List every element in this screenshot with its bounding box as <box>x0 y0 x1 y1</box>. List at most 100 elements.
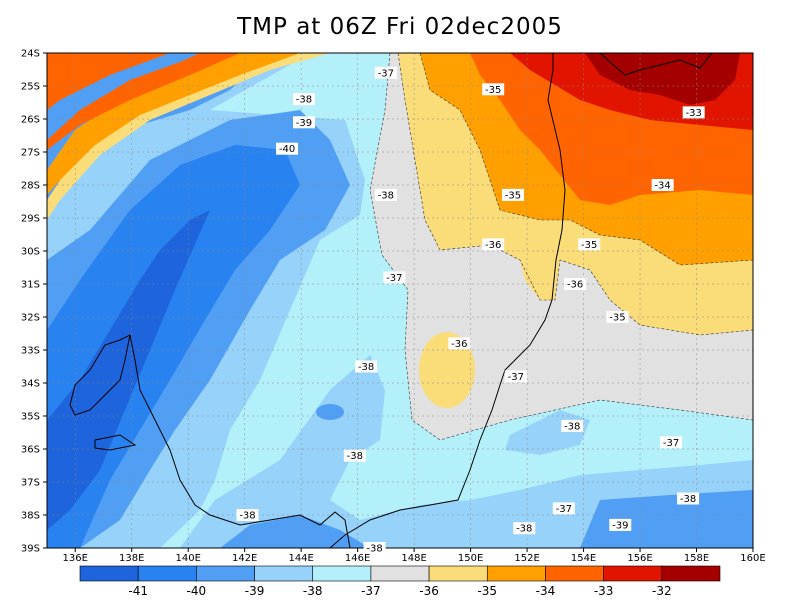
lon-tick-label: 144E <box>288 553 313 564</box>
lat-tick-label: 35S <box>21 412 40 423</box>
colorbar-label: -39 <box>245 584 265 598</box>
lon-tick-label: 152E <box>514 553 539 564</box>
lat-tick-label: 27S <box>21 148 40 159</box>
lat-tick-label: 32S <box>21 313 40 324</box>
colorbar-label: -35 <box>477 584 497 598</box>
lat-tick-label: 26S <box>21 115 40 126</box>
contour-label: -35 <box>485 85 501 96</box>
lon-tick-label: 148E <box>401 553 426 564</box>
colorbar-label: -41 <box>128 584 148 598</box>
contour-label: -38 <box>378 190 394 201</box>
blob-blue-small <box>316 404 344 420</box>
contour-label: -35 <box>505 190 521 201</box>
axis-labels: 24S 25S 26S 27S 28S 29S 30S 31S 32S 33S 34S 35S 36S 3… <box>21 49 766 565</box>
colorbar-label: -40 <box>187 584 207 598</box>
contour-label-bg <box>552 502 575 515</box>
contour-label: -35 <box>609 313 625 324</box>
colorbar-swatch <box>603 565 663 582</box>
contour-label-bg <box>292 93 315 106</box>
lon-tick-label: 138E <box>119 553 144 564</box>
lon-tick-label: 140E <box>175 553 200 564</box>
band-red-orange-west <box>47 53 240 150</box>
map-frame <box>46 52 754 549</box>
contour-label-bg <box>383 271 406 284</box>
band-medium-blue <box>47 145 300 548</box>
lon-tick-label: 160E <box>740 553 765 564</box>
band-blue-south <box>220 490 753 548</box>
lon-tick-label: 158E <box>684 553 709 564</box>
lat-tick-label: 25S <box>21 82 40 93</box>
colorbar-label: -38 <box>303 584 323 598</box>
contour-label: -39 <box>296 118 312 129</box>
contour-label-bg <box>482 83 505 96</box>
colorbar-swatch <box>312 565 372 582</box>
contour-label: -37 <box>556 504 572 515</box>
contour-label: -38 <box>296 95 312 106</box>
contour-label: -37 <box>378 68 394 79</box>
contour-label: -38 <box>347 451 363 462</box>
lon-tick-label: 156E <box>627 553 652 564</box>
colorbar-swatch <box>661 565 721 582</box>
contour-label: -38 <box>680 494 696 505</box>
contour-label-bg <box>374 66 397 79</box>
lon-tick-label: 150E <box>458 553 483 564</box>
contour-label-bg <box>578 238 601 251</box>
lon-tick-label: 146E <box>345 553 370 564</box>
contour-label-bg <box>374 188 397 201</box>
lon-tick-label: 142E <box>232 553 257 564</box>
colorbar-swatch <box>486 565 546 582</box>
contour-label: -37 <box>508 372 524 383</box>
blob-yellow <box>419 332 475 408</box>
contour-label-bg <box>292 116 315 129</box>
contour-label: -38 <box>366 544 382 555</box>
filled-contours <box>47 53 753 548</box>
map-title: TMP at 06Z Fri 02dec2005 <box>237 14 563 40</box>
contour-label-bg <box>482 238 505 251</box>
lon-tick-label: 154E <box>571 553 596 564</box>
contour-label: -37 <box>386 273 402 284</box>
contour-label: -36 <box>485 240 501 251</box>
lat-tick-label: 34S <box>21 379 40 390</box>
contour-label-bg <box>606 311 629 323</box>
contour-label-bg <box>609 518 632 531</box>
contour-lines <box>369 53 753 441</box>
contour-label-bg <box>660 436 683 449</box>
contour-labels: -37 -35 -38 -39 -40 -33 -38 -35 -34 -36 -35 -37 -36 -… <box>236 66 705 555</box>
contour-label-bg <box>276 142 299 155</box>
lat-tick-label: 30S <box>21 247 40 258</box>
colorbar-label: -37 <box>361 584 381 598</box>
contour-label: -38 <box>564 421 580 432</box>
colorbar-swatch <box>137 565 197 582</box>
contour-label: -40 <box>279 144 295 155</box>
contour-label-bg <box>561 419 584 432</box>
lat-tick-label: 38S <box>21 511 40 522</box>
contour-label: -38 <box>239 511 255 522</box>
contour-label-bg <box>355 360 378 373</box>
colorbar-label: -36 <box>419 584 439 598</box>
coastline <box>69 53 713 548</box>
lat-tick-label: 31S <box>21 280 40 291</box>
contour-label: -33 <box>686 108 702 119</box>
lat-tick-label: 28S <box>21 181 40 192</box>
lat-tick-label: 37S <box>21 478 40 489</box>
contour-label: -38 <box>516 524 532 535</box>
lat-tick-label: 29S <box>21 214 40 225</box>
colorbar-label: -33 <box>594 584 614 598</box>
lon-tick-label: 136E <box>63 553 88 564</box>
contour-label-bg <box>677 492 700 505</box>
contour-label: -38 <box>358 362 374 373</box>
contour-label: -36 <box>567 280 583 291</box>
contour-label: -34 <box>654 181 670 192</box>
colorbar-swatch <box>254 565 314 582</box>
contour-label-bg <box>651 179 674 191</box>
contour-label: -37 <box>663 438 679 449</box>
contour-label: -36 <box>451 339 467 350</box>
contour-label-bg <box>448 337 471 350</box>
contour-label-bg <box>501 188 524 201</box>
contour-label: -39 <box>612 520 628 531</box>
colorbar: -41 -40 -39 -38 -37 -36 -35 -34 -33 -32 <box>79 565 721 598</box>
contour-label-bg <box>513 522 536 535</box>
lat-tick-label: 36S <box>21 445 40 456</box>
contour-label-bg <box>564 278 587 290</box>
